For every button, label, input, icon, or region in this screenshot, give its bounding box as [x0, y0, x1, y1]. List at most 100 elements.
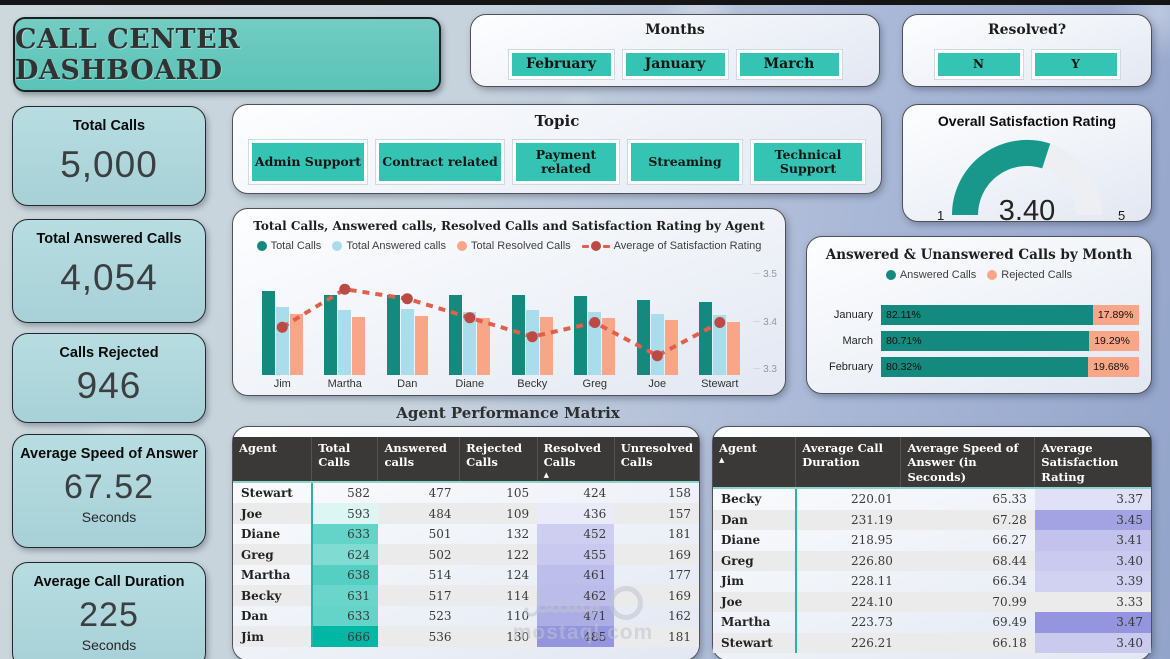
bar-total-resolved-calls[interactable]	[414, 315, 428, 375]
bar-total-resolved-calls[interactable]	[664, 320, 678, 375]
value-cell: 3.45	[1034, 509, 1151, 531]
column-header-agent[interactable]: Agent ▲	[713, 437, 796, 490]
combo-chart-title: Total Calls, Answered calls, Resolved Ca…	[253, 219, 765, 233]
table-row-greg: Greg 226.80 68.44 3.40	[713, 550, 1151, 572]
bar-total-calls[interactable]	[386, 295, 400, 375]
bar-total-calls[interactable]	[636, 300, 650, 375]
total-calls-swatch-icon	[256, 241, 267, 251]
value-cell: 461	[537, 564, 615, 586]
column-header-resolved-calls[interactable]: Resolved Calls ▲	[536, 437, 615, 483]
bar-total-resolved-calls[interactable]	[289, 313, 303, 375]
bar-total-resolved-calls[interactable]	[727, 321, 741, 375]
column-header-average-speed-of-answer-in-seconds[interactable]: Average Speed of Answer (in Seconds)	[900, 437, 1035, 490]
column-header-agent[interactable]: Agent	[233, 437, 312, 483]
gauge-value-arc	[952, 139, 1051, 216]
value-cell: 226.80	[794, 550, 901, 572]
resolved-button-y[interactable]: Y	[1030, 49, 1121, 80]
combo-chart-category-axis: Jim Martha Dan Diane Becky Greg Joe Stewart	[251, 378, 751, 392]
months-slicer-title: Months	[645, 22, 705, 38]
bar-total-calls[interactable]	[261, 291, 275, 375]
topic-button-row: Admin Support Contract related Payment r…	[233, 139, 881, 185]
month-bar-track: 80.71% 19.29%	[881, 331, 1139, 351]
agent-averages-table-panel: Agent ▲ Average Call Duration Average Speed…	[712, 426, 1152, 659]
bar-total-resolved-calls[interactable]	[602, 317, 616, 375]
bar-total-answered-calls[interactable]	[713, 314, 727, 375]
bar-total-answered-calls[interactable]	[588, 311, 602, 375]
bar-total-calls[interactable]	[324, 294, 338, 375]
kpi-total-calls: Total Calls 5,000	[12, 106, 206, 206]
segment-value-label: 19.29%	[1094, 335, 1130, 347]
topic-button-technical-support[interactable]: Technical Support	[750, 139, 866, 185]
value-cell: 122	[506, 547, 530, 562]
value-cell: 523	[428, 609, 452, 623]
value-cell: 536	[428, 629, 452, 644]
bar-group-greg	[564, 271, 627, 375]
month-button-january[interactable]: January	[621, 49, 729, 80]
bar-total-answered-calls[interactable]	[338, 310, 352, 375]
segment-answered-calls[interactable]: 82.11%	[881, 305, 1093, 325]
kpi-label: Total Answered Calls	[36, 231, 182, 247]
kpi-unit: Seconds	[81, 637, 137, 653]
header-row: Agent Total Calls Answered calls Rejected C…	[233, 437, 699, 483]
combo-chart-legend: Total Calls Total Answered calls Total R…	[233, 240, 785, 252]
value-cell: 110	[506, 609, 530, 623]
topic-button-contract-related[interactable]: Contract related	[375, 139, 505, 185]
legend-item-answered: Answered Calls	[885, 269, 977, 281]
column-header-average-satisfaction-rating[interactable]: Average Satisfaction Rating	[1034, 437, 1151, 490]
value-cell: 70.99	[992, 594, 1027, 609]
segment-rejected-calls[interactable]: 17.89%	[1092, 305, 1139, 325]
table-row-stewart: Stewart 582 477 105 424 158	[233, 481, 699, 504]
value-cell: 181	[668, 629, 691, 644]
segment-answered-calls[interactable]: 80.71%	[881, 331, 1090, 351]
kpi-average-speed-of-answer: Average Speed of Answer 67.52 Seconds	[12, 434, 206, 548]
table-row-jim: Jim 666 536 130 485 181	[233, 626, 699, 647]
bar-total-calls[interactable]	[574, 296, 588, 375]
legend-item-satisfaction-rating: Average of Satisfaction Rating	[581, 240, 761, 252]
bar-total-resolved-calls[interactable]	[352, 316, 366, 375]
column-header-unresolved-calls[interactable]: Unresolved Calls	[613, 437, 699, 483]
resolved-button-n[interactable]: N	[933, 49, 1024, 80]
bar-total-calls[interactable]	[699, 301, 713, 375]
table-row-jim: Jim 228.11 66.34 3.39	[713, 571, 1151, 592]
topic-button-payment-related[interactable]: Payment related	[512, 139, 620, 185]
value-cell: 624	[310, 544, 378, 565]
month-button-february[interactable]: February	[507, 49, 615, 80]
month-button-march[interactable]: March	[735, 49, 843, 80]
value-cell: 3.40	[1034, 550, 1151, 572]
satisfaction-gauge-panel: Overall Satisfaction Rating 1 5 3.40	[902, 104, 1152, 222]
month-chart-legend: Answered Calls Rejected Calls	[807, 269, 1151, 281]
column-header-average-call-duration[interactable]: Average Call Duration	[795, 437, 901, 490]
bar-total-answered-calls[interactable]	[525, 309, 539, 375]
column-header-answered-calls[interactable]: Answered calls	[377, 437, 460, 483]
bar-total-calls[interactable]	[511, 295, 525, 375]
agent-name-cell: Joe	[241, 506, 263, 521]
bar-total-answered-calls[interactable]	[650, 314, 664, 375]
value-cell: 109	[506, 506, 530, 521]
category-label: Jim	[273, 378, 291, 390]
topic-button-streaming[interactable]: Streaming	[627, 139, 743, 185]
value-cell: 169	[668, 547, 691, 562]
table-header: Agent ▲ Average Call Duration Average Speed…	[713, 437, 1151, 490]
value-cell: 485	[537, 626, 615, 647]
header-row: Agent ▲ Average Call Duration Average Speed…	[713, 437, 1151, 490]
bar-total-answered-calls[interactable]	[275, 307, 289, 375]
gauge-min-label: 1	[937, 208, 944, 221]
bar-total-answered-calls[interactable]	[463, 311, 477, 375]
column-header-total-calls[interactable]: Total Calls	[311, 437, 378, 483]
category-label: Diane	[455, 378, 485, 390]
table-row-martha: Martha 638 514 124 461 177	[233, 564, 699, 586]
segment-answered-calls[interactable]: 80.32%	[881, 357, 1089, 377]
bar-total-resolved-calls[interactable]	[539, 316, 553, 375]
month-row-january: January 82.11% 17.89%	[817, 305, 1139, 325]
bar-total-resolved-calls[interactable]	[477, 318, 491, 375]
legend-label: Answered Calls	[899, 269, 977, 281]
value-cell: 3.33	[1116, 594, 1143, 609]
segment-rejected-calls[interactable]: 19.68%	[1088, 357, 1139, 377]
topic-button-admin-support[interactable]: Admin Support	[248, 139, 368, 185]
kpi-unit: Seconds	[81, 509, 137, 525]
segment-rejected-calls[interactable]: 19.29%	[1089, 331, 1139, 351]
agent-name-cell: Diane	[241, 527, 281, 541]
bar-total-calls[interactable]	[449, 295, 463, 375]
bar-total-answered-calls[interactable]	[400, 309, 414, 375]
column-header-rejected-calls[interactable]: Rejected Calls	[459, 437, 538, 483]
